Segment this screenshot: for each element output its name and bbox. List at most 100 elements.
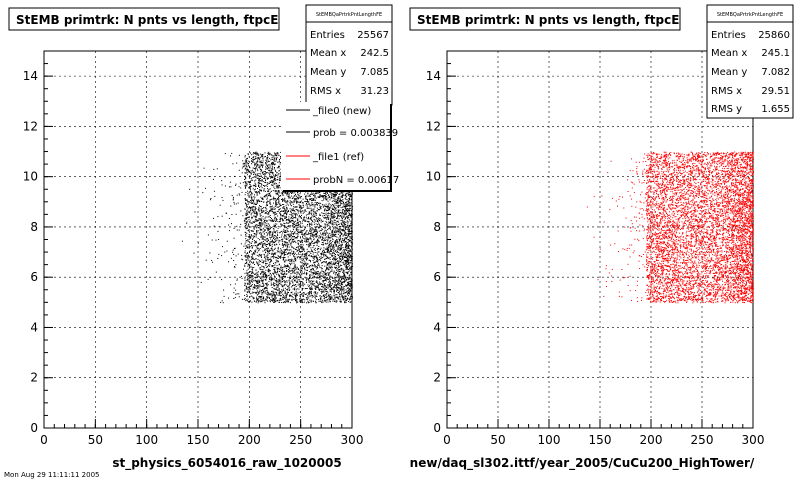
scatter-point: [261, 238, 263, 240]
scatter-point: [326, 216, 328, 218]
scatter-point: [296, 225, 298, 227]
scatter-point: [296, 282, 298, 283]
scatter-point: [350, 301, 352, 303]
scatter-point: [230, 186, 232, 188]
scatter-point: [253, 206, 255, 208]
scatter-point: [323, 204, 325, 206]
scatter-point: [259, 206, 261, 207]
scatter-point: [268, 183, 270, 184]
scatter-point: [260, 257, 262, 258]
scatter-point: [290, 212, 292, 213]
scatter-point: [280, 249, 282, 251]
scatter-point: [269, 258, 270, 260]
scatter-point: [284, 242, 286, 244]
scatter-point: [334, 195, 336, 197]
scatter-point: [337, 296, 339, 298]
scatter-point: [339, 265, 341, 267]
scatter-point: [286, 211, 288, 213]
scatter-point: [253, 198, 255, 200]
scatter-point: [297, 210, 299, 212]
scatter-point: [274, 177, 275, 179]
scatter-point: [276, 300, 278, 302]
scatter-point: [256, 191, 258, 192]
scatter-point: [267, 251, 268, 252]
scatter-point: [270, 171, 272, 173]
scatter-point: [277, 225, 279, 227]
scatter-point: [209, 252, 211, 254]
scatter-point: [319, 230, 321, 232]
scatter-point: [310, 232, 312, 234]
scatter-point: [247, 220, 249, 222]
scatter-point: [303, 255, 305, 257]
scatter-point: [252, 275, 254, 277]
scatter-point: [273, 224, 275, 226]
scatter-point: [315, 236, 317, 238]
scatter-point: [343, 260, 345, 262]
scatter-point: [277, 282, 279, 284]
scatter-point: [272, 166, 274, 168]
scatter-point: [264, 220, 265, 221]
scatter-point: [309, 238, 311, 240]
scatter-point: [349, 206, 351, 208]
scatter-point: [284, 197, 286, 199]
scatter-point: [292, 234, 294, 235]
scatter-point: [285, 212, 287, 214]
scatter-point: [320, 221, 322, 223]
scatter-point: [242, 160, 244, 162]
scatter-point: [271, 209, 273, 211]
scatter-point: [268, 151, 270, 153]
scatter-point: [276, 172, 278, 174]
scatter-point: [269, 234, 271, 236]
scatter-point: [326, 258, 328, 259]
scatter-point: [294, 206, 296, 208]
scatter-point: [306, 248, 308, 250]
scatter-point: [295, 284, 297, 286]
scatter-point: [339, 281, 341, 283]
scatter-point: [291, 258, 293, 260]
scatter-point: [241, 298, 243, 300]
scatter-point: [309, 195, 311, 197]
scatter-point: [319, 282, 321, 284]
scatter-point: [257, 263, 259, 265]
scatter-point: [244, 255, 246, 257]
scatter-point: [246, 183, 248, 185]
scatter-point: [250, 172, 252, 174]
scatter-point: [244, 290, 246, 292]
scatter-point: [345, 241, 346, 243]
scatter-point: [319, 249, 321, 251]
scatter-point: [286, 231, 288, 233]
scatter-point: [220, 301, 222, 303]
scatter-point: [334, 213, 335, 215]
scatter-point: [333, 217, 335, 219]
scatter-point: [292, 218, 294, 219]
scatter-point: [296, 196, 298, 198]
scatter-point: [317, 235, 319, 237]
scatter-point: [323, 195, 325, 196]
scatter-point: [301, 251, 302, 253]
scatter-point: [303, 234, 305, 236]
scatter-point: [273, 230, 275, 232]
scatter-point: [253, 226, 255, 228]
scatter-point: [252, 270, 254, 272]
scatter-point: [268, 193, 270, 194]
scatter-point: [267, 291, 269, 293]
scatter-point: [294, 298, 296, 300]
scatter-point: [270, 164, 272, 166]
scatter-point: [256, 245, 258, 247]
scatter-point: [314, 235, 316, 237]
scatter-point: [344, 221, 346, 223]
scatter-point: [322, 215, 324, 217]
scatter-point: [233, 298, 235, 299]
scatter-point: [301, 265, 303, 267]
scatter-point: [338, 254, 340, 256]
scatter-point: [350, 282, 352, 284]
scatter-point: [273, 214, 275, 216]
scatter-point: [254, 225, 256, 227]
scatter-point: [308, 286, 310, 288]
scatter-point: [309, 233, 311, 235]
scatter-point: [292, 196, 294, 198]
scatter-point: [267, 230, 269, 232]
scatter-point: [332, 217, 333, 219]
scatter-point: [336, 300, 337, 302]
scatter-point: [250, 170, 252, 172]
